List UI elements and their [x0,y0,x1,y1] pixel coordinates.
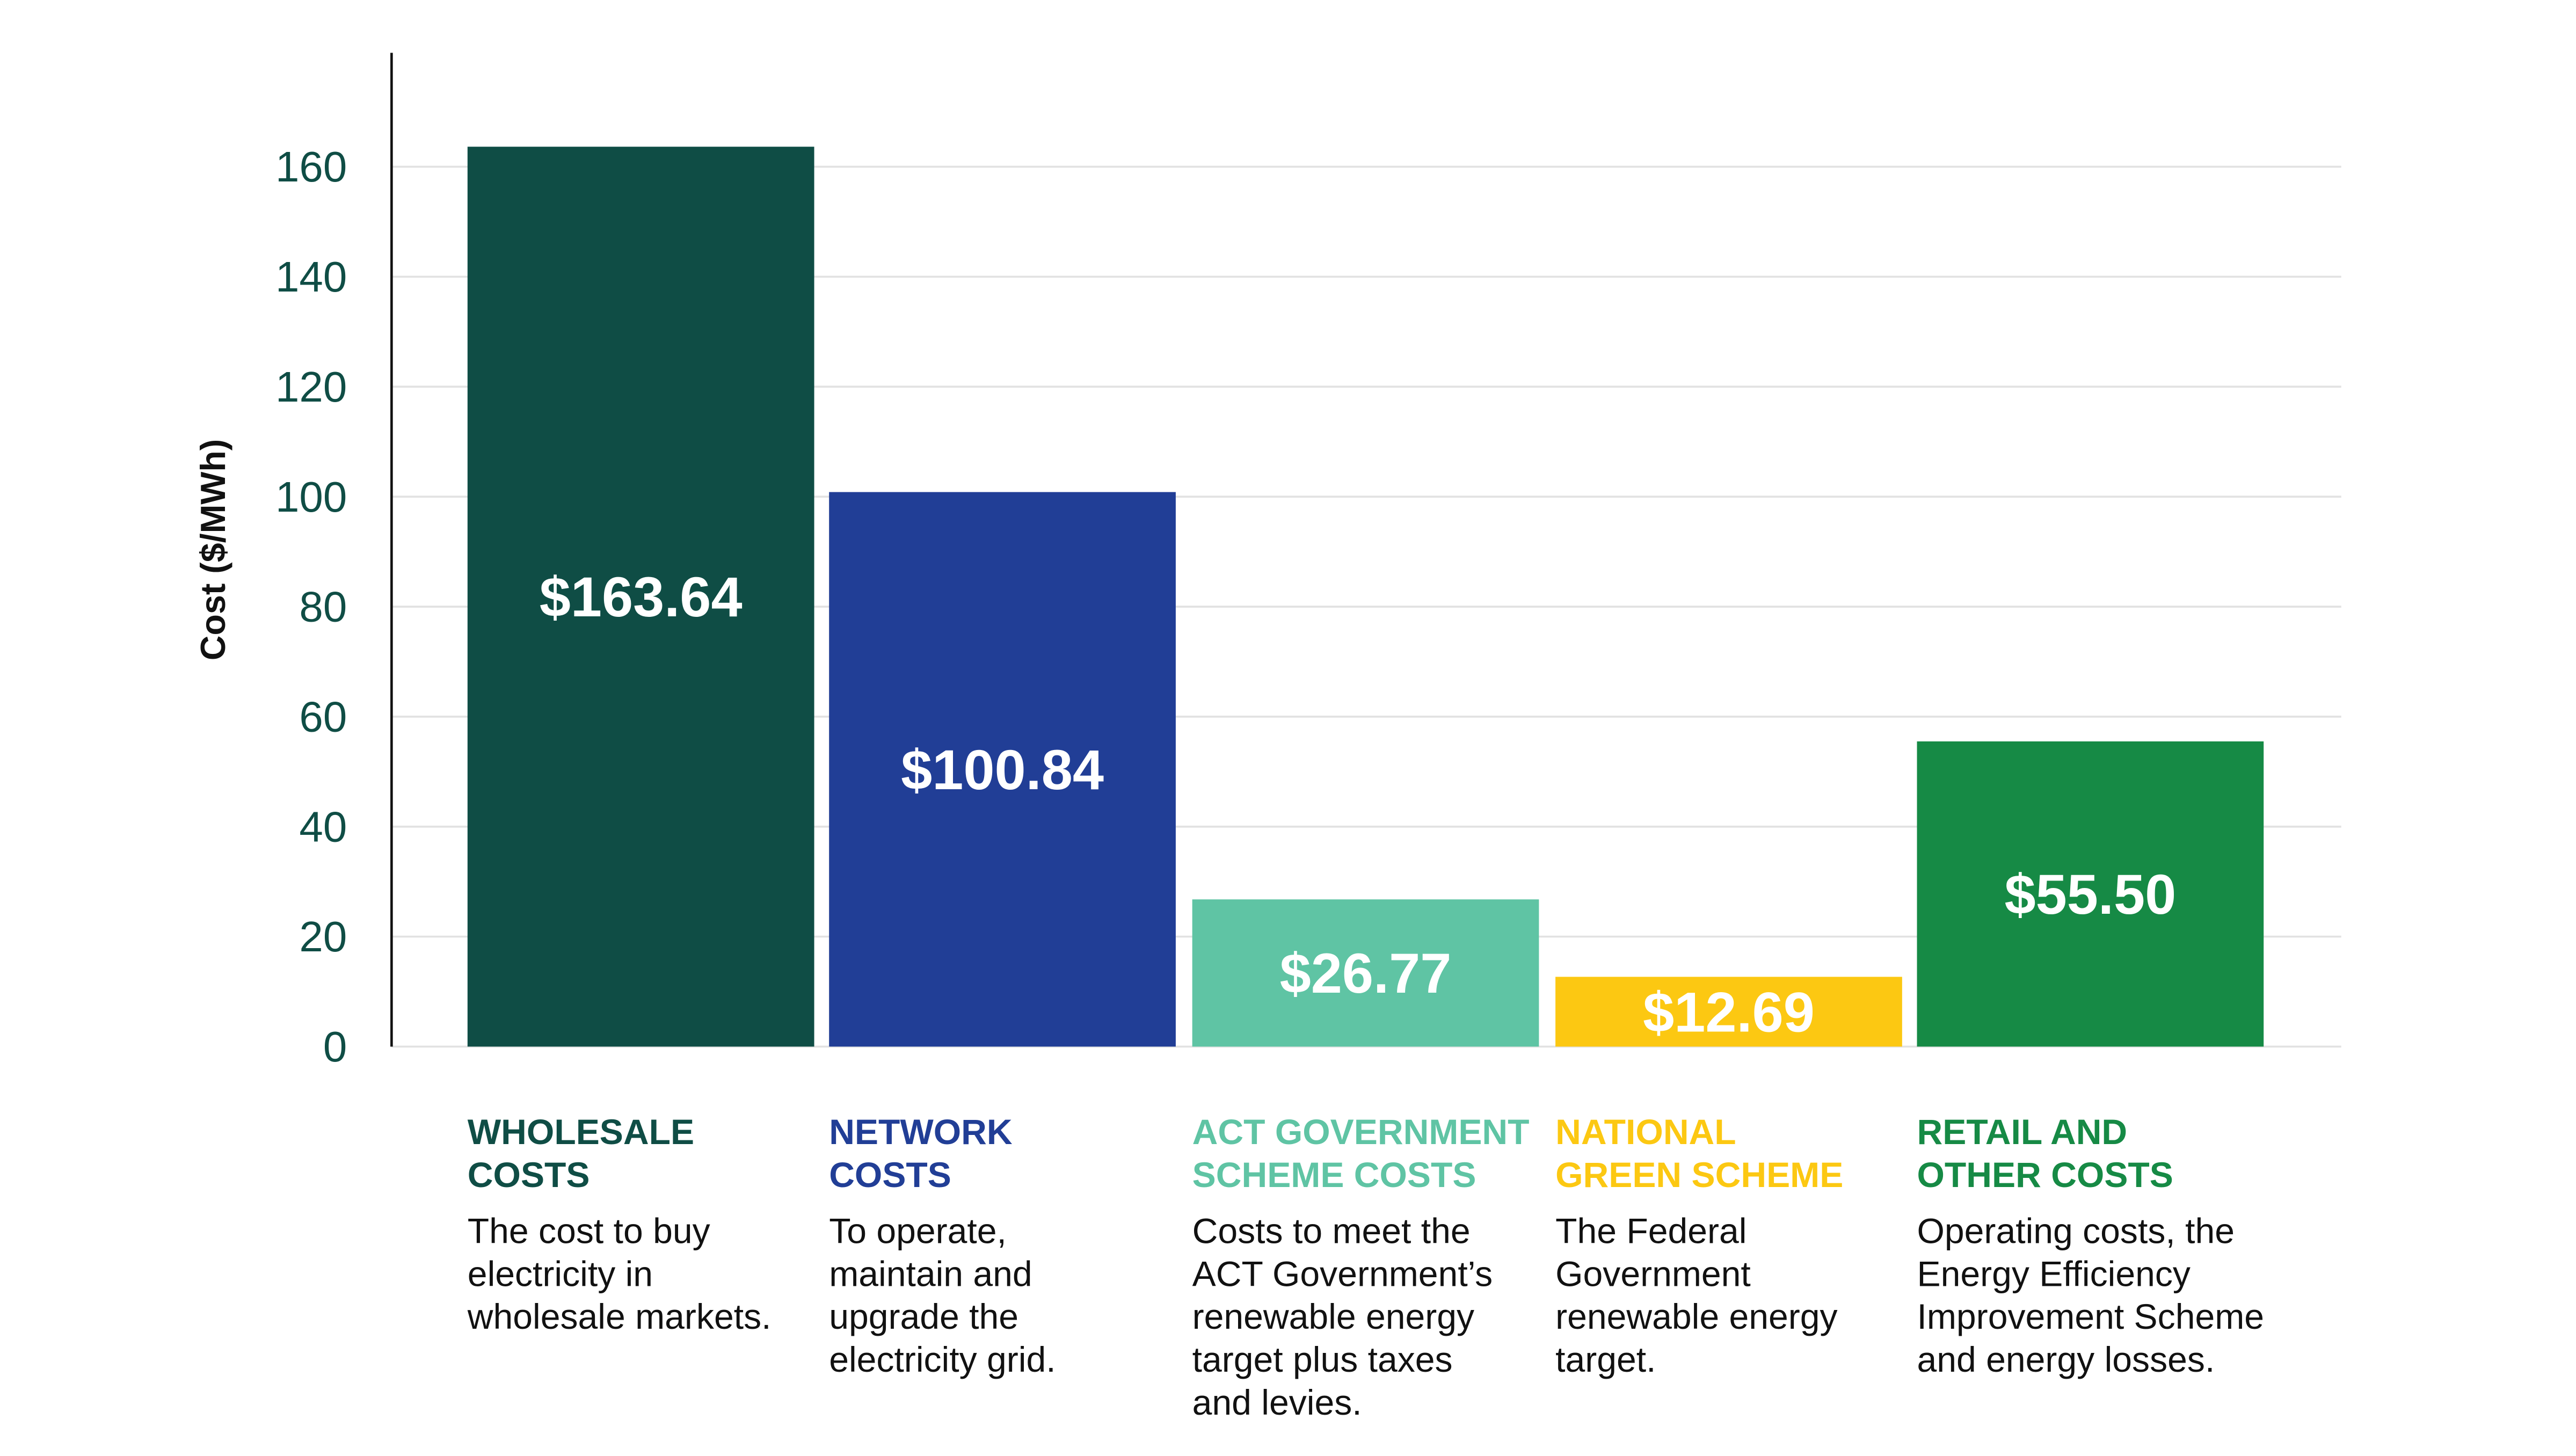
category-description: and energy losses. [1917,1340,2215,1380]
category-description: Government [1555,1254,1751,1294]
bar-value-label: $100.84 [901,739,1104,802]
category-description: ACT Government’s [1192,1254,1493,1294]
category-description: upgrade the [829,1297,1018,1337]
bar [467,147,814,1047]
category-title: WHOLESALE [468,1112,694,1152]
y-axis-label: Cost ($/MWh) [194,439,232,660]
y-tick-label: 0 [323,1023,347,1071]
category-description: maintain and [829,1254,1032,1294]
y-tick-label: 140 [275,253,347,301]
category-description: Costs to meet the [1192,1211,1471,1251]
bar-value-label: $163.64 [540,566,743,629]
category-title: NETWORK [829,1112,1013,1152]
y-tick-label: 60 [299,693,347,741]
category-description: renewable energy [1192,1297,1474,1337]
category-title: SCHEME COSTS [1192,1155,1476,1195]
category-description: electricity in [468,1254,653,1294]
y-tick-labels: 0 20 40 60 80 100 120 140 160 [275,143,347,1071]
category-title: GREEN SCHEME [1555,1155,1843,1195]
y-tick-label: 100 [275,473,347,521]
bar-value-label: $26.77 [1280,942,1452,1005]
category-title: COSTS [468,1155,590,1195]
y-tick-label: 40 [299,803,347,850]
category-title: COSTS [829,1155,951,1195]
category-description: Energy Efficiency [1917,1254,2191,1294]
y-tick-label: 120 [275,363,347,411]
bar [829,492,1176,1047]
bar-value-label: $55.50 [2005,863,2177,926]
category-description: Improvement Scheme [1917,1297,2265,1337]
bar [1555,977,1902,1047]
category-description: renewable energy [1555,1297,1837,1337]
category-description: target. [1555,1340,1656,1380]
y-tick-label: 20 [299,913,347,960]
category-title: OTHER COSTS [1917,1155,2173,1195]
category-description: The Federal [1555,1211,1747,1251]
category-description: target plus taxes [1192,1340,1453,1380]
bar [1917,741,2264,1047]
category-description: electricity grid. [829,1340,1056,1380]
bar-value-label: $12.69 [1643,981,1815,1044]
category-description: To operate, [829,1211,1007,1251]
category-title: RETAIL AND [1917,1112,2128,1152]
y-tick-label: 160 [275,143,347,191]
bar [1192,899,1539,1047]
category-title: NATIONAL [1555,1112,1736,1152]
category-description: wholesale markets. [467,1297,772,1337]
category-description: The cost to buy [468,1211,710,1251]
y-tick-label: 80 [299,583,347,631]
category-description: and levies. [1192,1383,1362,1423]
category-title: ACT GOVERNMENT [1192,1112,1530,1152]
bars: $163.64 $100.84 $26.77 $12.69 $55.50 [467,147,2264,1047]
category-description: Operating costs, the [1917,1211,2235,1251]
